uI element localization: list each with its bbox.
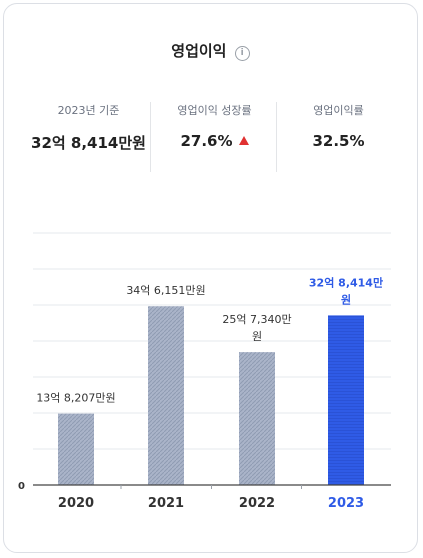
bar-2022[interactable] xyxy=(239,352,275,485)
card-title: 영업이익 i xyxy=(4,40,417,61)
stat-value: 27.6% xyxy=(152,132,277,150)
stat-divider xyxy=(276,102,277,172)
stat-value: 32억 8,414만원 xyxy=(31,134,146,152)
stat-value: 32.5% xyxy=(312,132,365,150)
stat-base-year: 2023년 기준 32억 8,414만원 xyxy=(26,102,151,153)
data-label: 원 xyxy=(341,292,351,306)
data-label: 원 xyxy=(252,330,262,343)
stat-profit-margin: 영업이익률 32.5% xyxy=(276,102,401,150)
card-title-text: 영업이익 xyxy=(171,42,227,60)
bar-2021[interactable] xyxy=(148,306,184,485)
growth-rate-value: 27.6% xyxy=(180,132,233,150)
data-label: 32억 8,414만 xyxy=(309,275,383,289)
bar-2023[interactable] xyxy=(328,315,364,485)
bar-2020[interactable] xyxy=(58,413,94,485)
stat-growth-rate: 영업이익 성장률 27.6% xyxy=(152,102,277,150)
up-triangle-icon xyxy=(238,136,249,145)
stat-divider xyxy=(150,102,151,172)
stat-label: 영업이익 성장률 xyxy=(177,104,252,117)
data-label: 25억 7,340만 xyxy=(222,313,291,326)
x-tick-label: 2020 xyxy=(58,496,94,511)
y-tick-label: 0 xyxy=(18,481,25,492)
info-icon[interactable]: i xyxy=(234,45,250,61)
x-tick-label: 2021 xyxy=(148,496,184,511)
stat-label: 2023년 기준 xyxy=(57,104,120,117)
x-tick-label: 2023 xyxy=(328,496,364,511)
stat-label: 영업이익률 xyxy=(313,104,364,117)
data-label: 34억 6,151만원 xyxy=(126,284,205,297)
data-label: 13억 8,207만원 xyxy=(36,392,115,405)
x-tick-label: 2022 xyxy=(239,496,275,511)
